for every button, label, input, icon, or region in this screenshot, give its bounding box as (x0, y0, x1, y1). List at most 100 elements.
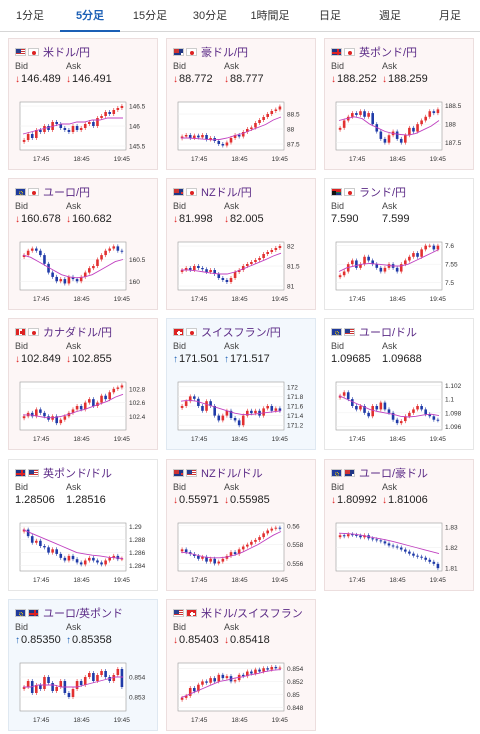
tab-4[interactable]: 30分足 (192, 10, 228, 22)
candle (420, 556, 423, 558)
pair-card[interactable]: 豪ドル/円 Bid Ask ↓88.772 ↓88.777 88.5 88 87.5 17:45… (166, 38, 316, 170)
pair-name[interactable]: ユーロ/ドル (359, 327, 418, 339)
candle (266, 114, 269, 117)
candle (229, 278, 233, 282)
pair-name[interactable]: ユーロ/円 (43, 187, 91, 199)
moving-average-line (338, 248, 440, 272)
pair-name[interactable]: ランド/円 (359, 187, 407, 199)
price-chart[interactable]: 160.5 160 17:45 18:45 19:45 (16, 236, 154, 306)
pair-name[interactable]: ユーロ/英ポンド (43, 608, 124, 620)
pair-name[interactable]: 英ポンド/円 (359, 47, 418, 59)
candle (338, 535, 342, 538)
pair-card[interactable]: 英ポンド/円 Bid Ask ↓188.252 ↓188.259 188.5 188 187.… (324, 38, 474, 170)
candle (43, 677, 46, 689)
candle (96, 118, 99, 126)
tab-1[interactable]: 1分足 (15, 10, 45, 22)
pair-name[interactable]: NZドル/円 (201, 187, 252, 199)
pair-card[interactable]: 英ポンド/ドル Bid Ask 1.28506 1.28516 1.29 1.288 1.28… (8, 459, 158, 591)
moving-average-line (180, 399, 282, 416)
pair-name[interactable]: ユーロ/豪ドル (359, 468, 429, 480)
tab-2[interactable]: 5分足 (60, 0, 120, 32)
chart-svg: 1.102 1.1 1.098 1.096 17:45 18:45 19:45 (335, 381, 462, 443)
pair-name[interactable]: 米ドル/スイスフラン (201, 608, 303, 620)
y-tick-label: 160.5 (129, 257, 146, 264)
candle (270, 528, 274, 531)
price-chart[interactable]: 188.5 188 187.5 17:45 18:45 19:45 (332, 96, 470, 166)
y-tick-label: 102.6 (129, 400, 146, 407)
price-chart[interactable]: 82 81.5 81 17:45 18:45 19:45 (174, 236, 312, 306)
x-tick-label: 19:45 (114, 717, 131, 724)
candle (63, 416, 67, 420)
x-tick-label: 19:45 (430, 156, 447, 163)
flag-us-icon (173, 609, 184, 617)
pair-card[interactable]: ユーロ/ドル Bid Ask 1.09685 1.09688 1.102 1.1 1.098 1… (324, 318, 474, 450)
price-chart[interactable]: 0.56 0.558 0.556 17:45 18:45 19:45 (174, 517, 312, 587)
price-chart[interactable]: 7.6 7.55 7.5 17:45 18:45 19:45 (332, 236, 470, 306)
candle (346, 392, 350, 400)
price-chart[interactable]: 1.102 1.1 1.098 1.096 17:45 18:45 19:45 (332, 376, 470, 446)
price-chart[interactable]: 146.5 146 145.5 17:45 18:45 19:45 (16, 96, 154, 166)
pair-card[interactable]: カナダドル/円 Bid Ask ↓102.849 ↓102.855 102.8 102.6 1… (8, 318, 158, 450)
price-chart[interactable]: 1.83 1.82 1.81 17:45 18:45 19:45 (332, 517, 470, 587)
price-chart[interactable]: 102.8 102.6 102.4 17:45 18:45 19:45 (16, 376, 154, 446)
pair-card[interactable]: 米ドル/スイスフラン Bid Ask ↓0.85403 ↓0.85418 0.854 0.8… (166, 599, 316, 731)
pair-name[interactable]: スイスフラン/円 (201, 327, 281, 339)
pair-card[interactable]: 米ドル/円 Bid Ask ↓146.489 ↓146.491 146.5 146 145.5… (8, 38, 158, 170)
pair-header: 英ポンド/ドル (15, 465, 112, 481)
candle (100, 562, 103, 565)
candle (55, 687, 58, 691)
tab-5[interactable]: 1時間足 (250, 10, 290, 22)
candle (428, 245, 432, 247)
tab-8[interactable]: 月足 (439, 10, 461, 22)
pair-header: NZドル/ドル (173, 465, 263, 481)
candle (217, 561, 221, 564)
candle (116, 246, 120, 251)
pair-name[interactable]: カナダドル/円 (43, 327, 113, 339)
candle (108, 557, 111, 561)
candle (180, 270, 184, 272)
x-tick-label: 17:45 (191, 296, 208, 303)
candle (43, 255, 46, 264)
candle (112, 388, 116, 393)
price-chart[interactable]: 0.854 0.853 17:45 18:45 19:45 (16, 657, 154, 727)
price-chart[interactable]: 172 171.8 171.6 171.4 171.2 17:45 18:45 19:45 (174, 376, 312, 446)
candle (83, 560, 87, 565)
price-chart[interactable]: 1.29 1.288 1.286 1.284 17:45 18:45 19:45 (16, 517, 154, 587)
pair-name[interactable]: 米ドル/円 (43, 47, 91, 59)
pair-card[interactable]: スイスフラン/円 Bid Ask ↑171.501 ↑171.517 172 171.8 17… (166, 318, 316, 450)
tab-3[interactable]: 15分足 (132, 10, 168, 22)
ask-value: ↑171.517 (224, 353, 270, 365)
pair-card[interactable]: ユーロ/豪ドル Bid Ask ↓1.80992 ↓1.81006 1.83 1.82 1.8… (324, 459, 474, 591)
candle (412, 553, 415, 556)
pair-name[interactable]: 豪ドル/円 (201, 47, 249, 59)
price-chart[interactable]: 88.5 88 87.5 17:45 18:45 19:45 (174, 96, 312, 166)
pair-card[interactable]: NZドル/ドル Bid Ask ↓0.55971 ↓0.55985 0.56 0.558 0.… (166, 459, 316, 591)
candle (262, 254, 265, 258)
moving-average-line (180, 531, 282, 559)
pair-header: ユーロ/ドル (331, 324, 417, 340)
pair-card[interactable]: ユーロ/英ポンド Bid Ask ↑0.85350 ↑0.85358 0.854 0.853… (8, 599, 158, 731)
flag-jp-icon (344, 188, 355, 196)
candle (246, 264, 249, 266)
candle (412, 253, 415, 257)
candle (75, 279, 79, 282)
pair-card[interactable]: ユーロ/円 Bid Ask ↓160.678 ↓160.682 160.5 160 17:45… (8, 178, 158, 310)
candle (237, 135, 241, 137)
bid-label: Bid (15, 61, 29, 71)
y-tick-label: 171.4 (287, 413, 304, 420)
candle (92, 266, 95, 269)
pair-name[interactable]: NZドル/ドル (201, 468, 263, 480)
candle (39, 540, 42, 547)
pair-name[interactable]: 英ポンド/ドル (43, 468, 113, 480)
price-chart[interactable]: 0.854 0.852 0.85 0.848 17:45 18:45 19:45 (174, 657, 312, 727)
candle (43, 126, 46, 132)
down-arrow-icon: ↓ (173, 74, 178, 85)
pair-header: ユーロ/豪ドル (331, 465, 428, 481)
down-arrow-icon: ↓ (224, 214, 229, 225)
pair-card[interactable]: NZドル/円 Bid Ask ↓81.998 ↓82.005 82 81.5 81 17:45 1… (166, 178, 316, 310)
tab-6[interactable]: 日足 (319, 10, 341, 22)
tab-7[interactable]: 週足 (379, 10, 401, 22)
y-tick-label: 81.5 (287, 264, 300, 271)
pair-card[interactable]: ランド/円 Bid Ask 7.590 7.599 7.6 7.55 7.5 17:45 18:4… (324, 178, 474, 310)
candle (112, 246, 116, 249)
